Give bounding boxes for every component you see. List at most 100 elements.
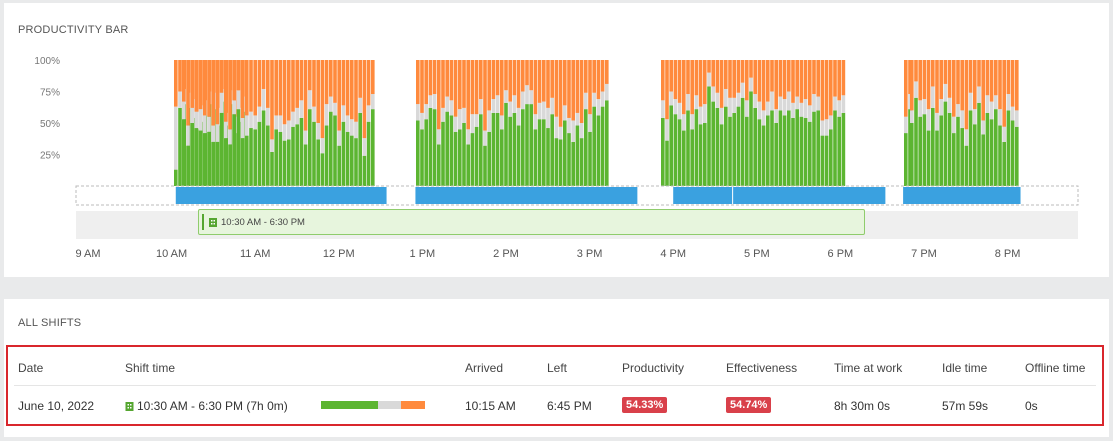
bar-unproductive	[833, 60, 837, 97]
col-header-productivity[interactable]: Productivity	[622, 361, 685, 375]
col-header-time-at-work[interactable]: Time at work	[834, 361, 903, 375]
bar-neutral	[261, 88, 266, 111]
bar-unproductive	[190, 60, 194, 108]
bar-neutral	[694, 95, 699, 110]
bar-productive	[829, 129, 833, 186]
bar-neutral	[567, 117, 571, 134]
bar-neutral	[245, 115, 249, 136]
bar-productive	[474, 126, 479, 186]
bar-productive	[324, 125, 329, 186]
effectiveness-value: 54.74%	[726, 397, 772, 413]
bar-neutral	[190, 107, 194, 123]
bar-productive	[703, 123, 707, 186]
bar-unproductive	[774, 60, 778, 110]
bar-productive	[682, 130, 686, 186]
mini-bar-productive	[321, 401, 378, 409]
bar-neutral	[295, 107, 299, 125]
bar-neutral	[939, 99, 943, 116]
bar-neutral	[320, 138, 325, 154]
bar-unproductive	[270, 60, 274, 140]
bar-productive	[529, 104, 533, 186]
bar-neutral	[487, 110, 491, 132]
bar-unproductive	[964, 60, 969, 130]
bar-productive	[253, 129, 257, 186]
bar-productive	[228, 144, 232, 186]
col-header-idle-time[interactable]: Idle time	[942, 361, 988, 375]
bar-productive	[926, 130, 931, 186]
bar-neutral	[808, 105, 812, 122]
bar-unproductive	[462, 60, 466, 108]
shift-row-highlight	[6, 345, 1104, 426]
bar-neutral	[207, 116, 211, 132]
bar-unproductive	[487, 60, 491, 111]
bar-unproductive	[533, 60, 538, 115]
bar-productive	[504, 102, 508, 186]
bar-productive	[960, 128, 964, 186]
bar-neutral	[504, 90, 508, 103]
bar-productive	[345, 131, 350, 186]
bar-neutral	[558, 126, 563, 140]
bar-productive	[194, 128, 199, 186]
y-tick-label: 100%	[34, 56, 60, 67]
bar-neutral	[274, 115, 278, 130]
bar-unproductive	[998, 60, 1002, 110]
bar-neutral	[350, 119, 354, 136]
x-tick-label: 6 PM	[828, 248, 854, 260]
bar-unproductive	[837, 60, 841, 101]
productivity-value: 54.33%	[622, 397, 668, 413]
col-header-offline-time[interactable]: Offline time	[1025, 361, 1086, 375]
bar-unproductive	[736, 60, 741, 93]
bar-neutral	[719, 107, 724, 125]
bar-unproductive	[703, 60, 707, 105]
col-header-left[interactable]: Left	[547, 361, 568, 375]
bar-productive	[661, 117, 665, 186]
bar-neutral	[182, 101, 186, 120]
bar-productive	[449, 115, 454, 186]
bar-productive	[495, 112, 500, 186]
bar-unproductive	[740, 60, 745, 83]
bar-unproductive	[952, 60, 956, 117]
bar-productive	[761, 125, 766, 186]
bar-unproductive	[274, 60, 278, 116]
bar-productive	[715, 107, 720, 186]
bar-neutral	[299, 100, 304, 118]
bar-productive	[939, 115, 943, 186]
bar-unproductive	[711, 60, 715, 87]
bar-neutral	[931, 86, 935, 108]
shift-block[interactable]: 10:30 AM - 6:30 PM	[198, 209, 865, 235]
bar-productive	[669, 105, 673, 186]
bar-neutral	[841, 95, 846, 113]
bar-neutral	[571, 120, 575, 142]
row-time-at-work: 8h 30m 0s	[834, 399, 891, 413]
bar-neutral	[428, 95, 433, 108]
bar-neutral	[358, 97, 362, 113]
bar-productive	[745, 116, 749, 186]
bar-productive	[462, 123, 466, 186]
bar-unproductive	[745, 60, 749, 101]
bar-productive	[198, 130, 203, 186]
bar-productive	[329, 111, 333, 186]
bar-productive	[766, 115, 770, 186]
bar-neutral	[761, 110, 766, 126]
bar-productive	[308, 109, 312, 186]
col-header-date[interactable]: Date	[18, 361, 44, 375]
col-header-arrived[interactable]: Arrived	[465, 361, 504, 375]
bar-productive	[542, 119, 546, 186]
bar-neutral	[977, 86, 981, 103]
bar-productive	[483, 145, 487, 186]
bar-neutral	[960, 110, 964, 129]
bar-productive	[770, 110, 774, 186]
bar-unproductive	[989, 60, 994, 102]
bar-neutral	[308, 90, 312, 110]
bar-neutral	[575, 112, 580, 126]
bar-neutral	[512, 95, 517, 113]
bar-neutral	[420, 112, 424, 130]
bar-productive	[914, 97, 918, 186]
bar-unproductive	[362, 60, 367, 139]
row-shift-time[interactable]: 10:30 AM - 6:30 PM (7h 0m)	[125, 399, 288, 413]
col-header-shift-time[interactable]: Shift time	[125, 361, 176, 375]
col-header-effectiveness[interactable]: Effectiveness	[726, 361, 798, 375]
bar-neutral	[529, 90, 533, 105]
bar-productive	[791, 117, 795, 186]
bar-unproductive	[1006, 60, 1011, 95]
